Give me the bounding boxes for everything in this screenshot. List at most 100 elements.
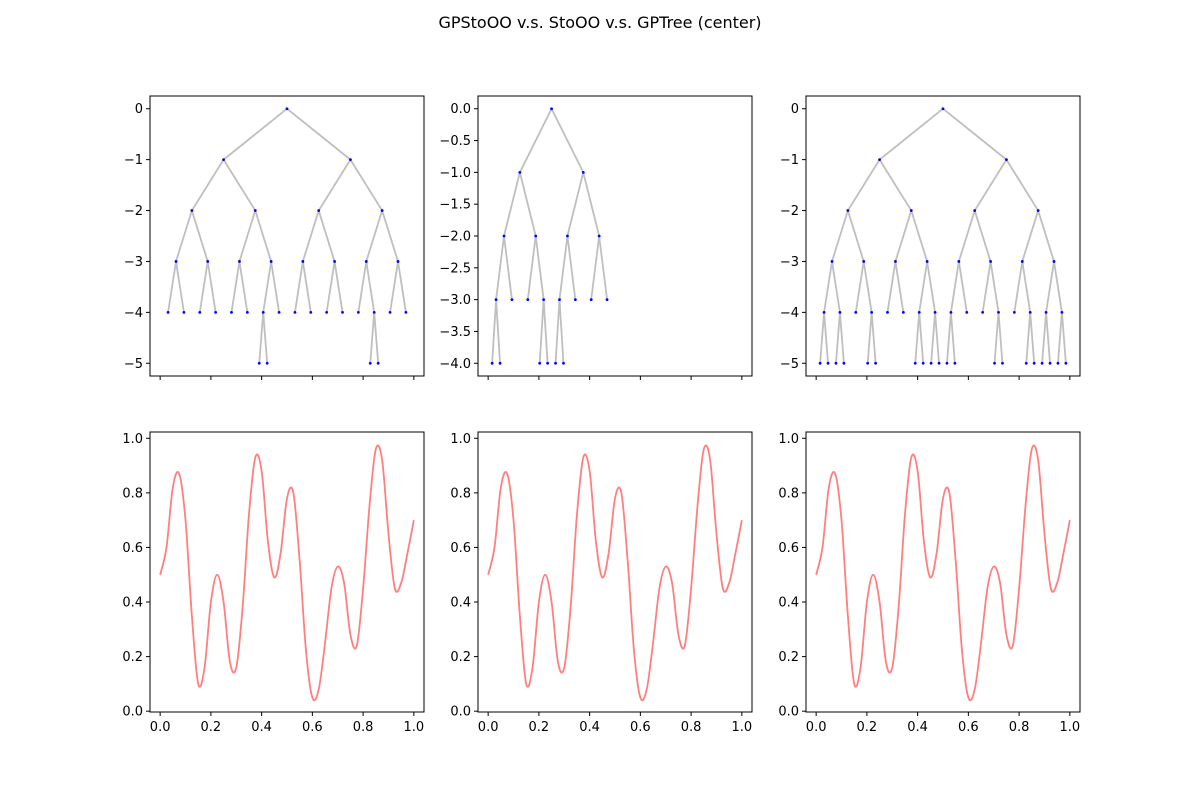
tree-edge <box>854 261 865 313</box>
tree-node <box>937 361 941 365</box>
tree-node <box>198 310 202 314</box>
tree-edge <box>894 210 913 262</box>
tree-node <box>1001 361 1004 365</box>
tree-node <box>261 310 265 314</box>
tree-node <box>364 260 368 263</box>
x-tick: 0.6 <box>302 712 323 735</box>
chart-panel-top-right: 0 −1 −2 −3 −4 −5 <box>780 95 1081 380</box>
tree-node <box>380 209 384 212</box>
y-tick-label: −2 <box>780 204 799 219</box>
plot-area <box>490 107 609 365</box>
tree-edge <box>503 172 521 237</box>
tree-node <box>190 209 194 212</box>
tree-edge <box>519 108 553 173</box>
tree-edge <box>950 312 956 364</box>
tree-node <box>562 361 565 365</box>
axes-frame <box>149 95 425 377</box>
tree-edge <box>989 261 1000 313</box>
tree-edge <box>238 261 249 313</box>
tree-node <box>933 310 937 314</box>
tree-node <box>166 310 170 314</box>
tree-node <box>1056 361 1060 365</box>
chart-panel-bottom-left: 0.0 0.2 0.4 0.6 0.8 1.0 0.0 0.2 0.4 0.6 0.8 1.0 <box>122 431 425 735</box>
tree-node <box>1028 310 1032 314</box>
tree-edge <box>993 312 1000 364</box>
y-tick: 0.4 <box>450 596 478 611</box>
x-tick-label: 1.0 <box>1060 720 1081 735</box>
tree-edge <box>491 299 497 364</box>
x-tick-label: 0.0 <box>806 720 827 735</box>
y-tick: 0.8 <box>450 486 478 501</box>
tree-node <box>206 260 210 263</box>
tree-edge <box>191 159 225 212</box>
tree-node <box>333 260 336 263</box>
tree-edge <box>301 210 320 262</box>
tree-node <box>605 298 609 302</box>
y-tick: 0.2 <box>450 650 478 665</box>
y-tick: 0 <box>135 102 150 117</box>
tree-node <box>566 234 569 238</box>
tree-edge <box>831 210 849 262</box>
tree-node <box>546 361 550 365</box>
y-tick: 0.8 <box>778 486 806 501</box>
tree-node <box>558 298 561 302</box>
tree-edge <box>950 261 960 313</box>
tree-edge <box>847 210 865 262</box>
y-tick: −3 <box>124 255 150 270</box>
tree-edge <box>831 261 841 313</box>
x-tick: 0.8 <box>353 712 373 735</box>
y-tick: −2.0 <box>439 230 478 245</box>
tree-node <box>376 361 380 365</box>
tree-edge <box>294 261 304 313</box>
tree-edge <box>270 261 280 313</box>
tree-node <box>846 209 850 212</box>
y-tick: −3 <box>780 255 806 270</box>
tree-edge <box>942 108 1007 161</box>
tree-edge <box>542 299 549 364</box>
tree-node <box>921 361 925 365</box>
plot-area <box>159 444 415 702</box>
tree-edge <box>397 261 407 313</box>
tree-edge <box>1005 159 1039 212</box>
tree-node <box>301 260 305 263</box>
x-tick: 1.0 <box>404 712 424 735</box>
axes-frame <box>805 95 1081 377</box>
tree-edge <box>495 235 505 300</box>
tree-node <box>349 158 352 162</box>
y-tick: 0 <box>791 102 806 117</box>
tree-edge <box>590 235 601 300</box>
x-tick: 0.4 <box>579 712 600 735</box>
plot-area <box>166 107 408 365</box>
y-tick-label: −3.0 <box>439 293 471 308</box>
tree-edge <box>301 261 312 313</box>
y-tick: 0.6 <box>450 541 478 556</box>
tree-node <box>257 361 261 365</box>
x-tick: 0.6 <box>958 712 979 735</box>
y-tick-label: 0.2 <box>122 650 143 665</box>
tree-node <box>309 310 313 314</box>
tree-node <box>917 310 921 314</box>
tree-node <box>356 310 360 314</box>
x-tick-label: 0.2 <box>857 720 878 735</box>
tree-node <box>854 310 858 314</box>
y-tick-label: −3 <box>124 255 143 270</box>
y-tick-label: −2.0 <box>439 230 471 245</box>
tree-node <box>941 107 945 111</box>
tree-node <box>886 310 889 314</box>
tree-edge <box>973 159 1008 212</box>
tree-edge <box>254 210 273 262</box>
tree-node <box>341 310 344 314</box>
tree-edge <box>957 261 968 313</box>
tree-edge <box>823 261 833 313</box>
tree-node <box>1020 260 1024 263</box>
tree-edge <box>910 210 929 262</box>
tree-edge <box>823 312 829 364</box>
x-tick: 0.4 <box>251 712 272 735</box>
y-tick-label: −4 <box>780 306 799 321</box>
y-tick-label: 0.8 <box>450 486 471 501</box>
tree-edge <box>582 172 601 237</box>
y-tick-label: −0.5 <box>439 134 471 149</box>
tree-node <box>372 310 376 314</box>
plot-area <box>818 107 1068 365</box>
